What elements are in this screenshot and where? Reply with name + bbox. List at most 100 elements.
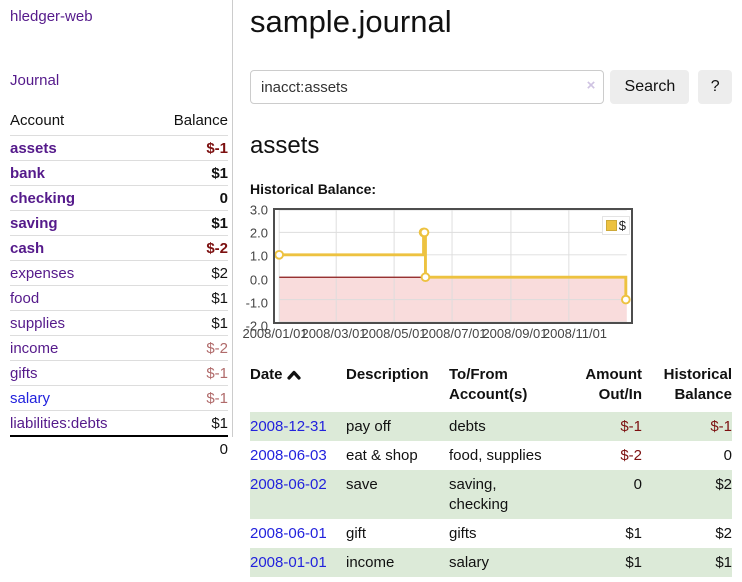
register-amount: 0 <box>633 476 642 493</box>
register-description: eat & shop <box>346 447 418 464</box>
account-balance: $1 <box>211 315 228 332</box>
brand-link[interactable]: hledger-web <box>10 8 93 25</box>
accounts-header-row: Account Balance <box>10 108 228 136</box>
account-balance: $-1 <box>206 140 228 157</box>
account-link[interactable]: food <box>10 290 40 307</box>
journal-nav-link[interactable]: Journal <box>10 72 60 89</box>
account-link[interactable]: income <box>10 340 59 357</box>
register-header-amount: Amount Out/In <box>585 366 642 403</box>
y-axis-tick-label: 3.0 <box>249 202 268 218</box>
account-link[interactable]: supplies <box>10 315 66 332</box>
account-balance: $2 <box>211 265 228 282</box>
accounts-table: Account Balance assets $-1 bank $1 checking 0… <box>10 108 228 461</box>
register-header-date[interactable]: Date <box>250 365 346 412</box>
register-row: 2008-01-01 income salary $1 $1 <box>250 548 732 577</box>
sidebar-account-row: income $-2 <box>10 335 228 361</box>
search-input[interactable] <box>250 70 605 104</box>
accounts-total-row: 0 <box>10 436 228 461</box>
register-balance: $-1 <box>710 418 732 435</box>
sidebar-account-row: bank $1 <box>10 160 228 186</box>
register-accounts: food, supplies <box>449 447 542 464</box>
register-balance: $2 <box>715 476 732 493</box>
account-link[interactable]: salary <box>10 390 51 407</box>
chart-plot-area <box>273 208 633 324</box>
sidebar: hledger-web Journal Account Balance asse… <box>0 0 233 458</box>
app-brand: hledger-web <box>10 8 232 25</box>
transaction-date-link[interactable]: 2008-01-01 <box>250 554 327 571</box>
account-balance: $1 <box>211 165 228 182</box>
account-link[interactable]: assets <box>10 140 57 157</box>
register-accounts: gifts <box>449 525 477 542</box>
register-row: 2008-12-31 pay off debts $-1 $-1 <box>250 412 732 441</box>
sidebar-account-row: food $1 <box>10 285 228 311</box>
accounts-header-balance: Balance <box>173 112 228 129</box>
chart-legend: $ <box>601 216 630 235</box>
chart-x-axis: 2008/01/01 2008/03/01 2008/05/01 2008/07/01… <box>242 324 633 342</box>
historical-balance-chart: $ 3.0 2.0 1.0 0.0 -1.0 -2.0 2008/01/01 2008/03… <box>242 203 732 342</box>
account-balance: 0 <box>219 190 228 207</box>
register-amount: $1 <box>625 554 642 571</box>
account-balance: $1 <box>211 290 228 307</box>
register-header-balance: Historical Balance <box>663 366 732 403</box>
transaction-date-link[interactable]: 2008-06-03 <box>250 447 327 464</box>
register-accounts: debts <box>449 418 486 435</box>
y-axis-tick-label: -2.0 <box>245 318 268 334</box>
x-axis-tick-label: 2008/05/01 <box>361 326 427 341</box>
register-description: gift <box>346 525 367 542</box>
y-axis-tick-label: 1.0 <box>249 248 268 264</box>
account-link[interactable]: expenses <box>10 265 75 282</box>
x-axis-tick-label: 2008/07/01 <box>421 326 487 341</box>
register-description: pay off <box>346 418 391 435</box>
transaction-date-link[interactable]: 2008-06-02 <box>250 476 327 493</box>
search-button[interactable]: Search <box>610 70 690 104</box>
main-content: sample.journal × Search ? assets Histori… <box>233 0 742 577</box>
register-accounts: saving, checking <box>449 476 509 513</box>
transaction-date-link[interactable]: 2008-12-31 <box>250 418 327 435</box>
x-axis-tick-label: 2008/09/01 <box>482 326 548 341</box>
sidebar-account-row: liabilities:debts $1 <box>10 410 228 437</box>
register-row: 2008-06-01 gift gifts $1 $2 <box>250 519 732 548</box>
register-row: 2008-06-02 save saving, checking 0 $2 <box>250 470 732 519</box>
y-axis-tick-label: 0.0 <box>249 272 268 288</box>
register-header-accounts: To/From Account(s) <box>449 366 528 403</box>
account-link[interactable]: saving <box>10 215 58 232</box>
sidebar-account-row: expenses $2 <box>10 260 228 286</box>
register-amount: $1 <box>625 525 642 542</box>
register-table: Date Description To/From Account(s) Amou… <box>250 365 732 577</box>
account-link[interactable]: liabilities:debts <box>10 415 108 432</box>
account-link[interactable]: bank <box>10 165 46 182</box>
register-header-row: Date Description To/From Account(s) Amou… <box>250 365 732 412</box>
account-balance: $1 <box>211 215 228 232</box>
register-balance: $2 <box>715 525 732 542</box>
legend-label: $ <box>618 218 626 233</box>
sidebar-account-row: cash $-2 <box>10 235 228 261</box>
account-link[interactable]: checking <box>10 190 76 207</box>
sort-ascending-icon <box>286 367 301 384</box>
account-balance: $-1 <box>206 390 228 407</box>
register-row: 2008-06-03 eat & shop food, supplies $-2 0 <box>250 441 732 470</box>
x-axis-tick-label: 2008/03/01 <box>301 326 367 341</box>
accounts-header-account: Account <box>10 112 65 129</box>
account-balance: $-2 <box>206 340 228 357</box>
register-amount: $-1 <box>620 418 642 435</box>
y-axis-tick-label: 2.0 <box>249 225 268 241</box>
account-heading: assets <box>250 132 320 159</box>
clear-search-icon[interactable]: × <box>586 77 596 94</box>
chart-title: Historical Balance: <box>250 181 377 197</box>
register-amount: $-2 <box>620 447 642 464</box>
account-link[interactable]: cash <box>10 240 45 257</box>
register-accounts: salary <box>449 554 490 571</box>
sidebar-account-row: salary $-1 <box>10 385 228 411</box>
register-balance: 0 <box>723 447 732 464</box>
y-axis-tick-label: -1.0 <box>245 295 268 311</box>
sidebar-account-row: saving $1 <box>10 210 228 236</box>
account-link[interactable]: gifts <box>10 365 38 382</box>
account-balance: $-1 <box>206 365 228 382</box>
register-balance: $1 <box>715 554 732 571</box>
transaction-date-link[interactable]: 2008-06-01 <box>250 525 327 542</box>
page-title: sample.journal <box>250 4 452 39</box>
help-button[interactable]: ? <box>698 70 732 104</box>
search-form: × Search ? <box>250 70 732 104</box>
register-description: save <box>346 476 378 493</box>
x-axis-tick-label: 2008/11/01 <box>542 326 608 341</box>
